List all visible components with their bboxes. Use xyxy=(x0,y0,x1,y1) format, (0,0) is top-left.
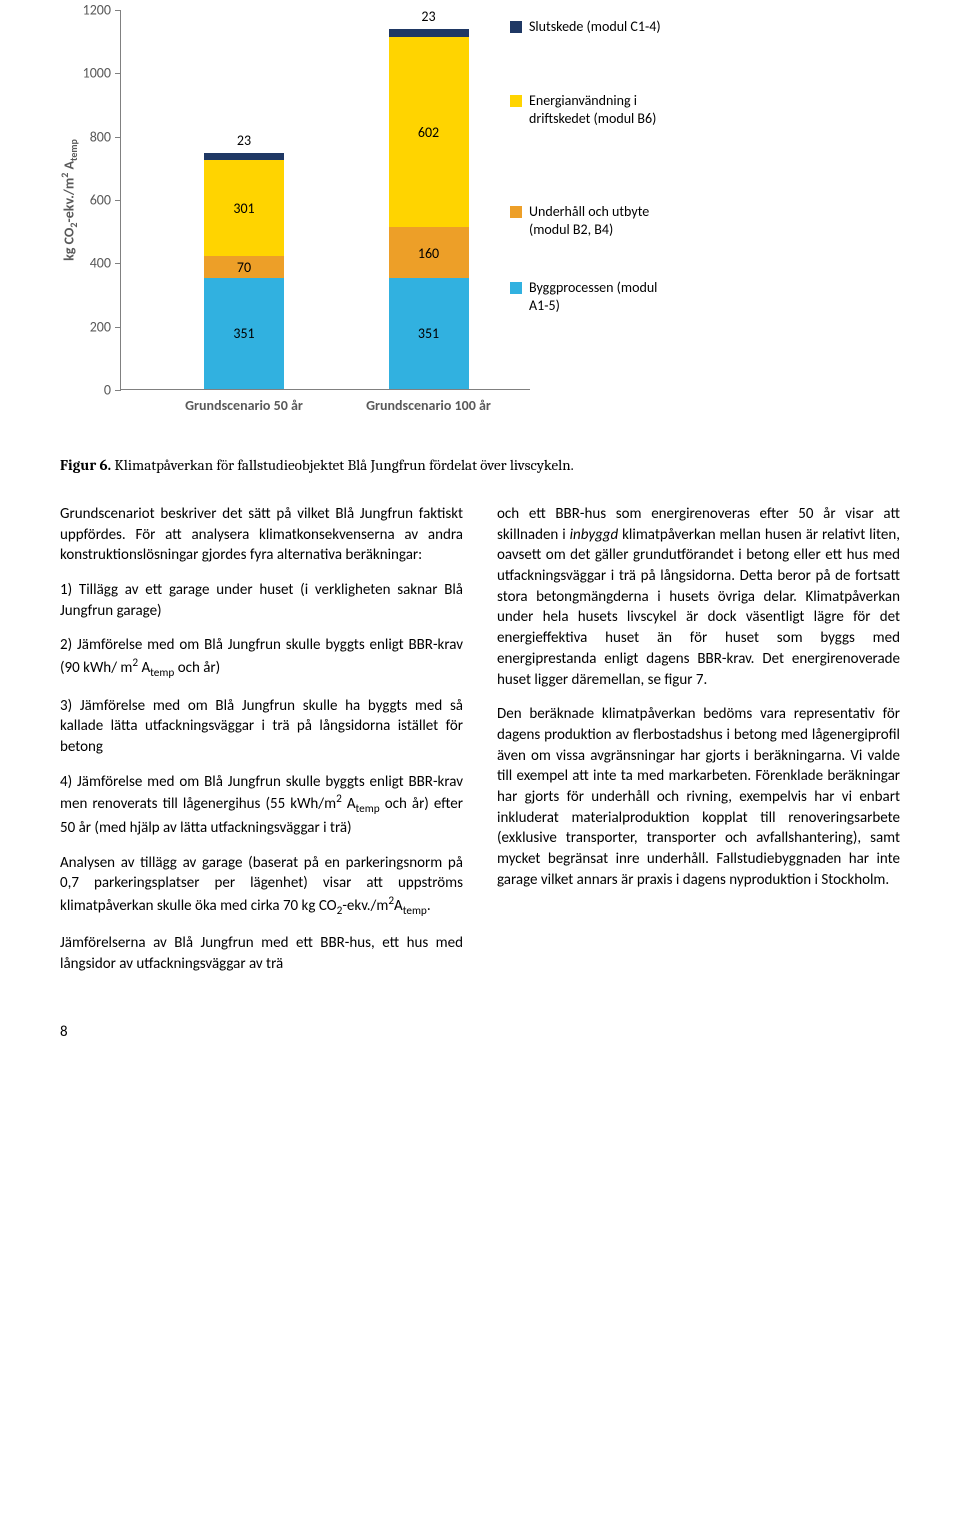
body-paragraph: Den beräknade klimatpåverkan bedöms vara… xyxy=(497,704,900,890)
body-paragraph: Jämförelserna av Blå Jungfrun med ett BB… xyxy=(60,933,463,974)
column-left: Grundscenariot beskriver det sätt på vil… xyxy=(60,504,463,989)
stacked-bar-chart: kg CO2-ekv./m2 Atemp 0 200 400 600 800 1000 12… xyxy=(60,0,670,420)
bar-segment-label: 23 xyxy=(389,8,469,25)
body-paragraph: 1) Tillägg av ett garage under huset (i … xyxy=(60,580,463,621)
legend-swatch xyxy=(510,206,522,218)
bar-segment-label: 602 xyxy=(389,124,469,141)
body-paragraph: och ett BBR-hus som energirenoveras efte… xyxy=(497,504,900,690)
bar-segment-label: 351 xyxy=(204,325,284,342)
body-columns: Grundscenariot beskriver det sätt på vil… xyxy=(60,504,900,989)
legend-label: Slutskede (modul C1-4) xyxy=(529,18,661,36)
legend-item: Byggprocessen (modul A1-5) xyxy=(510,279,680,315)
body-paragraph: Grundscenariot beskriver det sätt på vil… xyxy=(60,504,463,566)
body-paragraph: 3) Jämförelse med om Blå Jungfrun skulle… xyxy=(60,696,463,758)
y-tick xyxy=(115,263,121,264)
legend-swatch xyxy=(510,282,522,294)
x-category-label: Grundscenario 100 år xyxy=(349,397,509,414)
bar-segment xyxy=(204,153,284,160)
legend-label: Underhåll och utbyte (modul B2, B4) xyxy=(529,203,680,239)
legend-swatch xyxy=(510,21,522,33)
legend-item: Underhåll och utbyte (modul B2, B4) xyxy=(510,203,680,239)
y-tick-label: 1000 xyxy=(83,65,111,82)
bar-segment-label: 23 xyxy=(204,132,284,149)
y-tick-label: 0 xyxy=(104,382,111,399)
y-tick xyxy=(115,200,121,201)
bar-segment-label: 160 xyxy=(389,245,469,262)
figure-caption: Figur 6. Klimatpåverkan för fallstudieob… xyxy=(60,456,900,474)
body-paragraph: 2) Jämförelse med om Blå Jungfrun skulle… xyxy=(60,635,463,681)
y-tick-label: 800 xyxy=(90,128,111,145)
y-tick xyxy=(115,390,121,391)
y-tick-label: 200 xyxy=(90,318,111,335)
bar-segment-label: 301 xyxy=(204,200,284,217)
y-tick xyxy=(115,73,121,74)
y-tick-label: 1200 xyxy=(83,2,111,19)
legend-swatch xyxy=(510,95,522,107)
bar-segment xyxy=(389,29,469,36)
y-tick-label: 600 xyxy=(90,192,111,209)
legend-label: Byggprocessen (modul A1-5) xyxy=(529,279,680,315)
legend-label: Energianvändning i driftskedet (modul B6… xyxy=(529,92,680,128)
body-paragraph: 4) Jämförelse med om Blå Jungfrun skulle… xyxy=(60,772,463,839)
body-paragraph: Analysen av tillägg av garage (baserat p… xyxy=(60,853,463,920)
figure-caption-text: Klimatpåverkan för fallstudieobjektet Bl… xyxy=(114,456,573,474)
column-right: och ett BBR-hus som energirenoveras efte… xyxy=(497,504,900,989)
x-category-label: Grundscenario 50 år xyxy=(164,397,324,414)
chart-legend: Slutskede (modul C1-4) Energianvändning i… xyxy=(510,18,680,315)
figure-label: Figur 6. xyxy=(60,456,111,474)
y-tick-label: 400 xyxy=(90,255,111,272)
y-tick xyxy=(115,137,121,138)
y-axis-title: kg CO2-ekv./m2 Atemp xyxy=(58,139,80,261)
legend-item: Energianvändning i driftskedet (modul B6… xyxy=(510,92,680,128)
bar-segment-label: 70 xyxy=(204,259,284,276)
page-number: 8 xyxy=(60,1023,900,1041)
bar-segment-label: 351 xyxy=(389,325,469,342)
plot-area: kg CO2-ekv./m2 Atemp 0200400600800100012… xyxy=(120,10,530,390)
legend-item: Slutskede (modul C1-4) xyxy=(510,18,680,36)
y-tick xyxy=(115,10,121,11)
y-tick xyxy=(115,327,121,328)
chart-container: kg CO2-ekv./m2 Atemp 0 200 400 600 800 1000 12… xyxy=(60,0,670,420)
